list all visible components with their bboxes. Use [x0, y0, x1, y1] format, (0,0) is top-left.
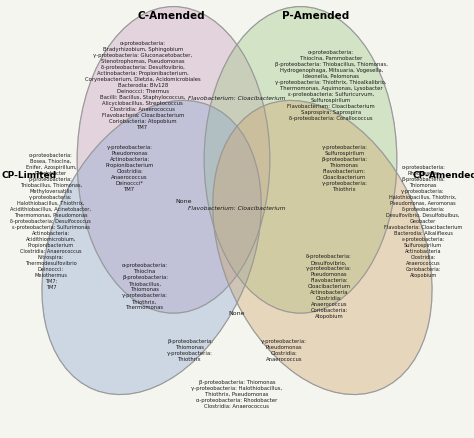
- Text: δ-proteobacteria:
Desulfovibrio,
γ-proteobacteria:
Pseudomonas
Flavobacteria:
Cl: δ-proteobacteria: Desulfovibrio, γ-prote…: [306, 254, 352, 319]
- Text: CP-Amended: CP-Amended: [413, 171, 474, 180]
- Text: Flavobacterium: Cloacibacterium: Flavobacterium: Cloacibacterium: [188, 96, 286, 101]
- Text: α-proteobacteria:
Rhodobacter
β-proteobacteria:
Thiomonas
γ-proteobacteria:
Halo: α-proteobacteria: Rhodobacter β-proteoba…: [384, 165, 462, 278]
- Text: γ-proteobacteria:
Pseudomonas
Actinobacteria:
Propionibacterium
Clostridia:
Anae: γ-proteobacteria: Pseudomonas Actinobact…: [106, 145, 154, 192]
- Ellipse shape: [42, 100, 261, 395]
- Ellipse shape: [77, 7, 270, 313]
- Text: CP-Limited: CP-Limited: [1, 171, 56, 180]
- Text: P-Amended: P-Amended: [282, 11, 349, 21]
- Text: None: None: [229, 311, 245, 316]
- Text: α-proteobacteria:
Bosea, Thioclna,
Enifer, Azospirillum,
Rhodobacter
β-proteobac: α-proteobacteria: Bosea, Thioclna, Enife…: [10, 153, 91, 290]
- Ellipse shape: [204, 7, 397, 313]
- Text: α-proteobacteria:
Bradyrhizobium, Sphingobium
γ-proteobacteria: Gluconacetobacte: α-proteobacteria: Bradyrhizobium, Sphing…: [85, 41, 201, 130]
- Text: β-proteobacteria:
Thiomonas
γ-proteobacteria:
Thiothrix: β-proteobacteria: Thiomonas γ-proteobact…: [167, 339, 213, 362]
- Text: None: None: [175, 199, 192, 204]
- Text: α-proteobacteria:
Thioclna
β-proteobacteria:
Thiobacillus,
Thiomonas
γ-proteobac: α-proteobacteria: Thioclna β-proteobacte…: [122, 263, 168, 311]
- Text: C-Amended: C-Amended: [137, 11, 205, 21]
- Text: Flavobacterium: Cloacibacterium: Flavobacterium: Cloacibacterium: [188, 205, 286, 211]
- Text: γ-proteobacteria:
Sulfurospirilum
β-proteobacteria:
Thiomonas
Flavobacterium:
Cl: γ-proteobacteria: Sulfurospirilum β-prot…: [321, 145, 367, 192]
- Ellipse shape: [213, 100, 432, 395]
- Text: γ-proteobacteria:
Pseudomonas
Clostridia:
Anaerococcus: γ-proteobacteria: Pseudomonas Clostridia…: [261, 339, 307, 362]
- Text: α-proteobacteria:
Thioclna, Pammobacter
β-proteobacteria: Thiobacillus, Thiomona: α-proteobacteria: Thioclna, Pammobacter …: [275, 50, 388, 121]
- Text: β-proteobacteria: Thiomonas
γ-proteobacteria: Halothiobacillus,
Thiothrix, Pseud: β-proteobacteria: Thiomonas γ-proteobact…: [191, 380, 283, 409]
